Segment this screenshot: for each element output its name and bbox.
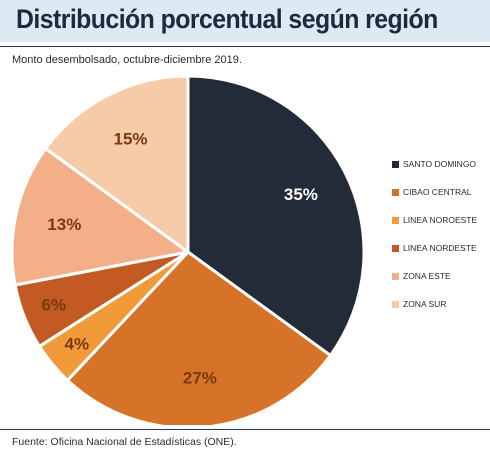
legend-swatch	[392, 216, 399, 224]
legend-item-santo-domingo: SANTO DOMINGO	[392, 150, 488, 178]
legend-item-zona-sur: ZONA SUR	[392, 290, 488, 318]
legend-swatch	[392, 244, 399, 252]
slice-label-linea-noroeste: 4%	[65, 335, 90, 354]
top-divider	[0, 46, 490, 47]
legend-item-linea-noroeste: LINEA NOROESTE	[392, 206, 488, 234]
pie-chart: 35% 27% 4% 6% 13% 15%	[10, 74, 366, 425]
legend-label: CIBAO CENTRAL	[403, 187, 472, 197]
legend-swatch	[392, 160, 399, 168]
legend-label: ZONA SUR	[403, 299, 447, 309]
pie-slice-zona-sur	[44, 74, 190, 254]
legend-label: ZONA ESTE	[403, 271, 451, 281]
slice-label-santo-domingo: 35%	[284, 185, 318, 204]
legend-label: LINEA NOROESTE	[403, 215, 478, 225]
pie-slice-zona-este	[10, 147, 190, 287]
slice-label-cibao-central: 27%	[183, 369, 217, 388]
chart-subtitle: Monto desembolsado, octubre-diciembre 20…	[12, 54, 242, 66]
legend: SANTO DOMINGO CIBAO CENTRAL LINEA NOROESTE…	[392, 150, 488, 318]
legend-label: LINEA NORDESTE	[403, 243, 477, 253]
legend-label: SANTO DOMINGO	[403, 159, 477, 169]
source-note: Fuente: Oficina Nacional de Estadísticas…	[12, 436, 237, 448]
title-band	[0, 0, 490, 42]
slice-label-linea-nordeste: 6%	[42, 296, 67, 315]
pie-slice-cibao-central	[66, 250, 332, 425]
legend-swatch	[392, 272, 399, 280]
legend-swatch	[392, 188, 399, 196]
slice-label-zona-sur: 15%	[113, 130, 147, 149]
pie-slice-santo-domingo	[186, 74, 366, 357]
legend-item-cibao-central: CIBAO CENTRAL	[392, 178, 488, 206]
bottom-divider	[0, 429, 490, 430]
legend-item-zona-este: ZONA ESTE	[392, 262, 488, 290]
legend-swatch	[392, 300, 399, 308]
chart-title: Distribución porcentual según región	[16, 4, 438, 34]
legend-item-linea-nordeste: LINEA NORDESTE	[392, 234, 488, 262]
slice-label-zona-este: 13%	[47, 215, 81, 234]
